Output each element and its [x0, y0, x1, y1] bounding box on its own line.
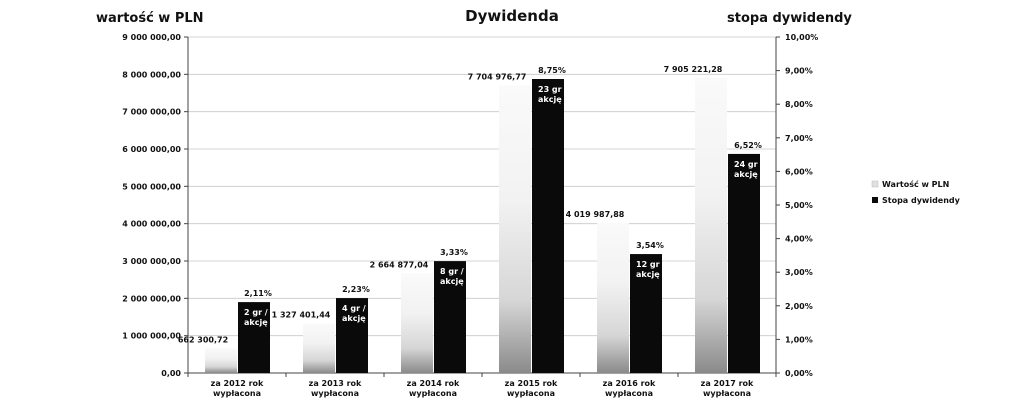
bars	[205, 77, 760, 374]
gridlines	[188, 36, 776, 374]
bar-stopa	[728, 153, 760, 373]
right-axis-tick-label: 9,00%	[785, 67, 813, 76]
data-label-stopa: 3,54%	[636, 241, 664, 250]
bar-wartosc	[303, 323, 335, 373]
bar-inner-label: akcję	[342, 314, 366, 323]
right-axis-title: stopa dywidendy	[727, 11, 852, 26]
category-label: za 2013 rok	[309, 379, 362, 388]
left-axis-tick-label: 5 000 000,00	[122, 182, 181, 191]
data-label-stopa: 6,52%	[734, 141, 762, 150]
data-label-stopa: 2,11%	[244, 289, 272, 298]
right-axis-tick-label: 2,00%	[785, 302, 813, 311]
bar-inner-label: akcję	[440, 277, 464, 286]
category-label: wypłacona	[703, 389, 751, 398]
bar-inner-label: 8 gr /	[440, 267, 464, 276]
bar-inner-label: akcję	[538, 95, 562, 104]
bar-inner-label: 23 gr /	[538, 85, 567, 94]
left-axis-tick-label: 8 000 000,00	[122, 70, 181, 79]
bar-inner-label: 12 gr /	[636, 260, 665, 269]
bar-inner-label: akcję	[734, 170, 758, 179]
right-axis-tick-label: 5,00%	[785, 201, 813, 210]
category-label: za 2012 rok	[211, 379, 264, 388]
left-axis-tick-label: 7 000 000,00	[122, 108, 181, 117]
bar-wartosc	[499, 85, 531, 373]
category-label: wypłacona	[507, 389, 555, 398]
bar-wartosc	[401, 273, 433, 373]
bar-wartosc	[695, 77, 727, 374]
data-label-wartosc: 1 327 401,44	[272, 310, 331, 319]
legend: Wartość w PLN Stopa dywidendy	[871, 179, 961, 205]
right-axis-tick-label: 8,00%	[785, 100, 813, 109]
data-label-stopa: 3,33%	[440, 248, 468, 257]
left-axis-tick-label: 1 000 000,00	[122, 332, 181, 341]
legend-label-wartosc: Wartość w PLN	[882, 179, 949, 189]
bar-inner-label: akcję	[636, 270, 660, 279]
bar-inner-label: akcję	[244, 318, 268, 327]
axes: 0,00 1 000 000,00 2 000 000,00 3 000 000,00…	[122, 33, 818, 398]
category-label: za 2016 rok	[603, 379, 656, 388]
left-axis-title: wartość w PLN	[96, 11, 204, 26]
bar-inner-label: 2 gr /	[244, 308, 268, 317]
chart-title: Dywidenda	[465, 7, 559, 25]
bar-stopa	[434, 261, 466, 373]
right-axis-tick-label: 3,00%	[785, 268, 813, 277]
category-label: wypłacona	[605, 389, 653, 398]
bar-stopa	[630, 254, 662, 373]
data-label-wartosc: 4 019 987,88	[566, 210, 625, 219]
right-axis-tick-label: 4,00%	[785, 235, 813, 244]
data-label-wartosc: 662 300,72	[178, 335, 228, 344]
bar-inner-label: 4 gr /	[342, 304, 366, 313]
bar-stopa	[238, 302, 270, 373]
left-axis-tick-label: 4 000 000,00	[122, 220, 181, 229]
bar-stopa	[336, 298, 368, 373]
left-axis-tick-label: 2 000 000,00	[122, 294, 181, 303]
right-axis-tick-label: 10,00%	[785, 33, 818, 42]
left-axis-tick-label: 6 000 000,00	[122, 145, 181, 154]
left-axis-tick-label: 3 000 000,00	[122, 257, 181, 266]
category-label: wypłacona	[311, 389, 359, 398]
data-label-wartosc: 2 664 877,04	[370, 261, 429, 270]
right-axis-tick-label: 1,00%	[785, 335, 813, 344]
right-axis-tick-label: 6,00%	[785, 167, 813, 176]
category-label: wypłacona	[409, 389, 457, 398]
legend-swatch-wartosc	[871, 180, 879, 188]
right-axis-tick-label: 0,00%	[785, 369, 813, 378]
bar-wartosc	[205, 348, 237, 373]
bar-stopa	[532, 79, 564, 373]
category-label: wypłacona	[213, 389, 261, 398]
legend-swatch-stopa	[872, 197, 878, 203]
left-axis-tick-label: 0,00	[161, 369, 181, 378]
category-label: za 2017 rok	[701, 379, 754, 388]
right-axis-tick-label: 7,00%	[785, 134, 813, 143]
left-axis-tick-label: 9 000 000,00	[122, 33, 181, 42]
legend-label-stopa: Stopa dywidendy	[882, 196, 961, 205]
bar-wartosc	[597, 222, 629, 373]
category-label: za 2014 rok	[407, 379, 460, 388]
data-label-stopa: 8,75%	[538, 66, 566, 75]
data-label-wartosc: 7 704 976,77	[468, 72, 527, 81]
data-label-wartosc: 7 905 221,28	[664, 65, 723, 74]
bar-inner-label: 24 gr /	[734, 160, 763, 169]
category-label: za 2015 rok	[505, 379, 558, 388]
data-label-stopa: 2,23%	[342, 285, 370, 294]
